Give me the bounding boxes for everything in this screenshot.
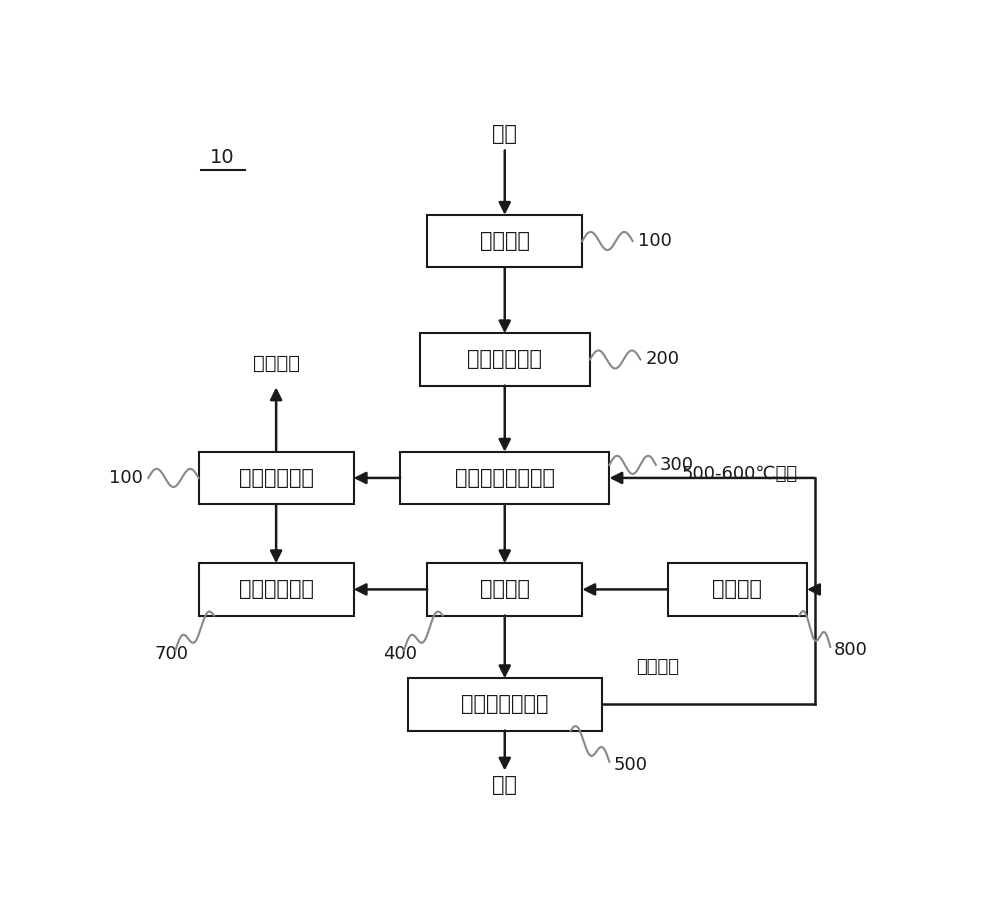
FancyBboxPatch shape (427, 563, 582, 615)
Text: 热解装置: 热解装置 (480, 579, 530, 599)
Text: 残渣: 残渣 (492, 775, 517, 795)
FancyBboxPatch shape (427, 214, 582, 267)
Text: 压滤脱水装置: 压滤脱水装置 (467, 349, 542, 369)
Text: 100: 100 (638, 232, 672, 250)
Text: 气体排放: 气体排放 (253, 355, 300, 374)
Text: 400: 400 (383, 645, 417, 662)
FancyBboxPatch shape (668, 563, 807, 615)
Text: 700: 700 (154, 645, 188, 662)
Text: 烟气净化装置: 烟气净化装置 (239, 468, 314, 488)
Text: 污泥: 污泥 (492, 124, 517, 145)
Text: 100: 100 (109, 469, 143, 487)
Text: 200: 200 (646, 350, 680, 368)
Text: 800: 800 (834, 642, 868, 660)
Text: 500: 500 (613, 757, 647, 775)
Text: 300: 300 (660, 456, 694, 474)
Text: 污泥干化脱水装置: 污泥干化脱水装置 (455, 468, 555, 488)
Text: 污水净化装置: 污水净化装置 (239, 579, 314, 599)
Text: 热解气燃烧装置: 热解气燃烧装置 (461, 694, 548, 714)
FancyBboxPatch shape (400, 452, 609, 504)
Text: 10: 10 (210, 148, 234, 167)
Text: 换热装置: 换热装置 (712, 579, 762, 599)
FancyBboxPatch shape (420, 333, 590, 386)
Text: 500-600℃烟气: 500-600℃烟气 (681, 465, 798, 482)
Text: 能量回用: 能量回用 (637, 659, 680, 676)
FancyBboxPatch shape (199, 563, 354, 615)
FancyBboxPatch shape (408, 678, 602, 730)
Text: 调理装置: 调理装置 (480, 231, 530, 251)
FancyBboxPatch shape (199, 452, 354, 504)
